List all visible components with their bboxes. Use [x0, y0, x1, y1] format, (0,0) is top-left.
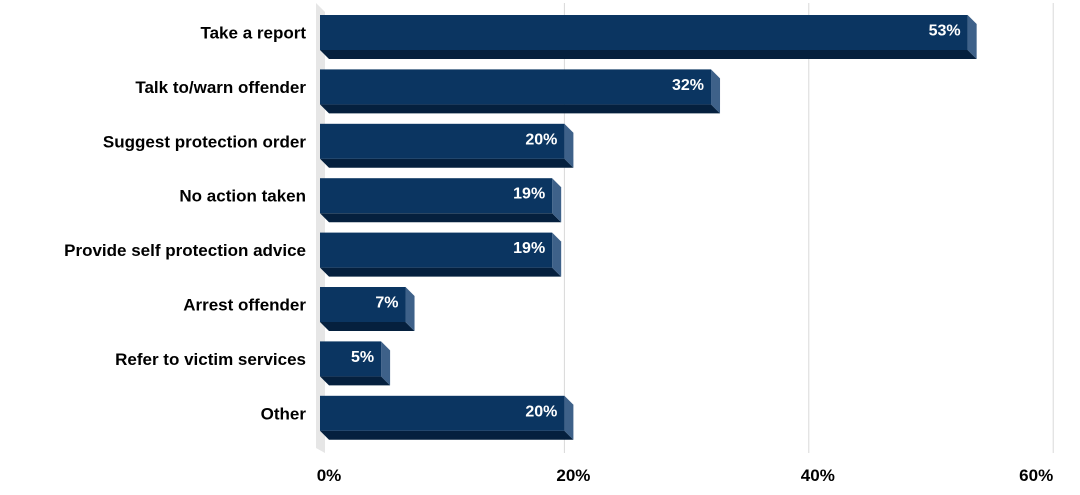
bar-side-face — [405, 287, 415, 331]
bar-bottom-face — [320, 104, 721, 114]
data-label: 7% — [375, 295, 398, 312]
bar-front-face — [320, 15, 968, 50]
bar-side-face — [381, 341, 391, 386]
bar-bottom-face — [320, 213, 562, 223]
bar — [320, 69, 721, 114]
bar-front-face — [320, 232, 553, 268]
bar-front-face — [320, 287, 406, 322]
x-tick-label: 20% — [556, 466, 590, 485]
bar — [320, 341, 391, 386]
bar-side-face — [564, 395, 574, 440]
x-tick-label: 40% — [801, 466, 835, 485]
chart-floor — [316, 3, 325, 453]
x-tick-label: 0% — [317, 466, 342, 485]
bar-side-face — [967, 15, 977, 59]
bar — [320, 15, 977, 59]
data-label: 20% — [525, 403, 557, 420]
bar-bottom-face — [320, 430, 574, 440]
bar-side-face — [711, 69, 721, 114]
bar-front-face — [320, 395, 565, 431]
category-label: Suggest protection order — [103, 132, 306, 151]
bar-front-face — [320, 69, 712, 105]
bar-front-face — [320, 178, 553, 214]
category-label: No action taken — [179, 187, 306, 206]
bar — [320, 287, 415, 331]
data-labels: 53% 32% 20% 19% 19% 7% 5% 20% — [351, 23, 961, 421]
bar-front-face — [320, 341, 382, 377]
data-label: 53% — [929, 23, 961, 40]
bar — [320, 123, 574, 168]
category-label: Other — [261, 404, 307, 423]
bar-bottom-face — [320, 267, 562, 277]
bar — [320, 178, 562, 223]
category-label: Talk to/warn offender — [135, 78, 306, 97]
x-tick-label: 60% — [1019, 466, 1053, 485]
chart-wall — [316, 3, 325, 453]
bar-bottom-face — [320, 376, 391, 386]
data-label: 19% — [513, 240, 545, 257]
bar-front-face — [320, 123, 565, 159]
bars — [320, 15, 977, 440]
bar-side-face — [552, 178, 562, 223]
bar-bottom-face — [320, 50, 977, 59]
bar-side-face — [552, 232, 562, 277]
bar-side-face — [564, 123, 574, 168]
bar — [320, 395, 574, 440]
data-label: 19% — [513, 186, 545, 203]
bar-bottom-face — [320, 322, 415, 331]
data-label: 20% — [525, 131, 557, 148]
data-label: 5% — [351, 349, 374, 366]
category-label: Provide self protection advice — [64, 241, 306, 260]
category-labels: Take a report Talk to/warn offender Sugges… — [64, 24, 306, 424]
bar — [320, 232, 562, 277]
category-label: Refer to victim services — [115, 350, 306, 369]
category-label: Arrest offender — [183, 296, 306, 315]
x-axis-ticks: 0% 20% 40% 60% — [317, 466, 1053, 485]
data-label: 32% — [672, 77, 704, 94]
bar-bottom-face — [320, 158, 574, 168]
category-label: Take a report — [200, 24, 306, 43]
